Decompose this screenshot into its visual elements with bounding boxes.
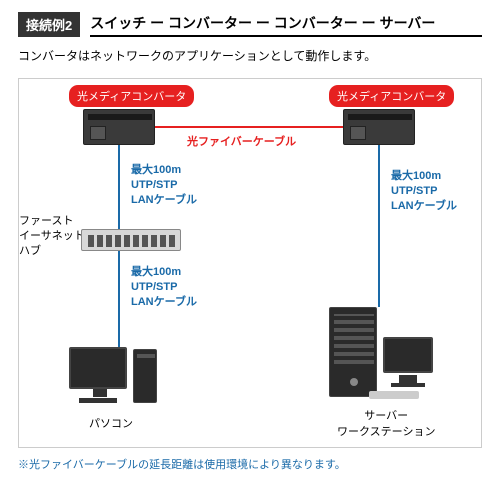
server-tower-icon [329,307,377,397]
subtitle-text: コンバータはネットワークのアプリケーションとして動作します。 [0,41,500,70]
server-monitor-icon [383,337,433,373]
lan-line-3 [378,145,380,307]
pc-base-icon [79,398,117,403]
ethernet-hub [81,229,181,251]
pc-device [69,347,127,389]
server-keyboard-icon [369,391,419,399]
footnote-text: ※光ファイバーケーブルの延長距離は使用環境により異なります。 [0,448,500,480]
media-converter-right [343,109,415,145]
network-diagram: 光メディアコンバータ 光メディアコンバータ 光ファイバーケーブル 最大100m … [18,78,482,448]
lan-label-2: 最大100m UTP/STP LANケーブル [131,265,197,310]
converter-label-left: 光メディアコンバータ [69,85,194,107]
header-badge: 接続例2 [18,12,80,37]
lan-label-3: 最大100m UTP/STP LANケーブル [391,169,457,214]
server-label: サーバー ワークステーション [337,407,435,439]
pc-label: パソコン [89,415,133,431]
pc-monitor-icon [69,347,127,389]
pc-tower-icon [133,349,157,403]
converter-label-right: 光メディアコンバータ [329,85,454,107]
fiber-cable-line [155,126,343,128]
lan-label-1: 最大100m UTP/STP LANケーブル [131,163,197,208]
hub-label: ファースト イーサネット ハブ [19,214,85,259]
media-converter-left [83,109,155,145]
lan-line-2 [118,251,120,347]
lan-line-1 [118,145,120,229]
header-title: スイッチ ー コンバーター ー コンバーター ー サーバー [90,13,482,37]
fiber-cable-label: 光ファイバーケーブル [187,133,296,149]
server-monitor-base-icon [391,383,425,387]
